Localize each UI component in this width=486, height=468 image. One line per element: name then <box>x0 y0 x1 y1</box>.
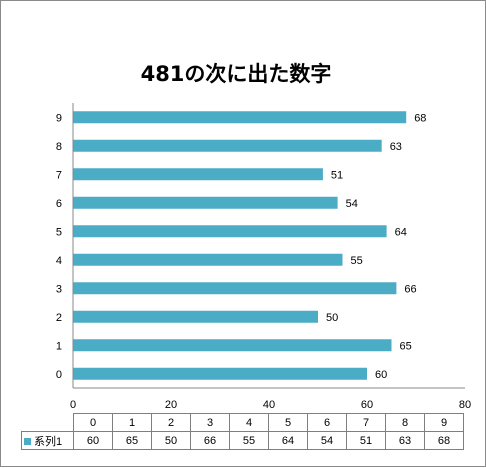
data-table-header-7: 7 <box>346 413 386 432</box>
data-table-header-5: 5 <box>268 413 308 432</box>
data-table-header-8: 8 <box>385 413 425 432</box>
bar-7 <box>73 168 323 181</box>
data-table-header-1: 1 <box>112 413 152 432</box>
y-tick-label-6: 6 <box>56 198 62 210</box>
data-label-5: 64 <box>395 226 407 238</box>
bar-2 <box>73 310 318 323</box>
y-tick-label-7: 7 <box>56 169 62 181</box>
data-table-corner <box>21 413 74 432</box>
data-table-value-1: 65 <box>112 431 152 450</box>
data-table-header-6: 6 <box>307 413 347 432</box>
y-tick-label-9: 9 <box>56 112 62 124</box>
y-tick-label-4: 4 <box>56 255 62 267</box>
data-table-series-name: 系列1 <box>21 431 74 450</box>
data-label-7: 51 <box>331 169 343 181</box>
data-table-header-4: 4 <box>229 413 269 432</box>
data-table-series-row: 系列1 60 65 50 66 55 64 54 51 63 68 <box>21 431 464 450</box>
category-labels-layer: 0 1 2 3 4 5 6 7 8 9 <box>56 112 62 381</box>
data-label-8: 63 <box>390 141 402 153</box>
bars-layer <box>73 111 407 380</box>
x-tick-labels-layer: 0 20 40 60 80 <box>70 399 471 411</box>
data-table-value-2: 50 <box>151 431 191 450</box>
data-table-value-8: 63 <box>385 431 425 450</box>
data-table-header-0: 0 <box>73 413 113 432</box>
bar-4 <box>73 253 343 266</box>
series-name: 系列1 <box>34 435 63 448</box>
bar-1 <box>73 339 392 352</box>
data-table-value-5: 64 <box>268 431 308 450</box>
data-table-value-6: 54 <box>307 431 347 450</box>
y-tick-label-5: 5 <box>56 226 62 238</box>
x-tick-label-20: 20 <box>165 399 177 411</box>
x-tick-label-40: 40 <box>263 399 275 411</box>
y-tick-label-2: 2 <box>56 312 62 324</box>
data-label-6: 54 <box>346 198 358 210</box>
x-tick-label-60: 60 <box>361 399 373 411</box>
x-tick-label-0: 0 <box>70 399 76 411</box>
x-tick-label-80: 80 <box>459 399 471 411</box>
data-label-3: 66 <box>404 283 416 295</box>
data-table-value-3: 66 <box>190 431 230 450</box>
bar-0 <box>73 367 367 380</box>
y-tick-label-3: 3 <box>56 283 62 295</box>
data-label-9: 68 <box>414 112 426 124</box>
bar-8 <box>73 139 382 152</box>
data-label-4: 55 <box>351 255 363 267</box>
data-label-0: 60 <box>375 369 387 381</box>
data-label-2: 50 <box>326 312 338 324</box>
bar-6 <box>73 196 338 209</box>
data-table-header-3: 3 <box>190 413 230 432</box>
data-table-value-9: 68 <box>424 431 464 450</box>
bar-5 <box>73 225 387 238</box>
data-label-1: 65 <box>400 340 412 352</box>
bar-9 <box>73 111 407 124</box>
bar-3 <box>73 282 397 295</box>
y-tick-label-0: 0 <box>56 369 62 381</box>
legend-swatch <box>24 438 31 446</box>
data-table-value-4: 55 <box>229 431 269 450</box>
data-table-value-7: 51 <box>346 431 386 450</box>
y-tick-label-8: 8 <box>56 141 62 153</box>
data-table-header-9: 9 <box>424 413 464 432</box>
data-labels-layer: 60 65 50 66 55 64 54 51 63 68 <box>326 112 426 381</box>
y-tick-label-1: 1 <box>56 340 62 352</box>
data-table-header-2: 2 <box>151 413 191 432</box>
data-table-value-0: 60 <box>73 431 113 450</box>
chart-title: 481の次に出た数字 <box>141 62 332 86</box>
